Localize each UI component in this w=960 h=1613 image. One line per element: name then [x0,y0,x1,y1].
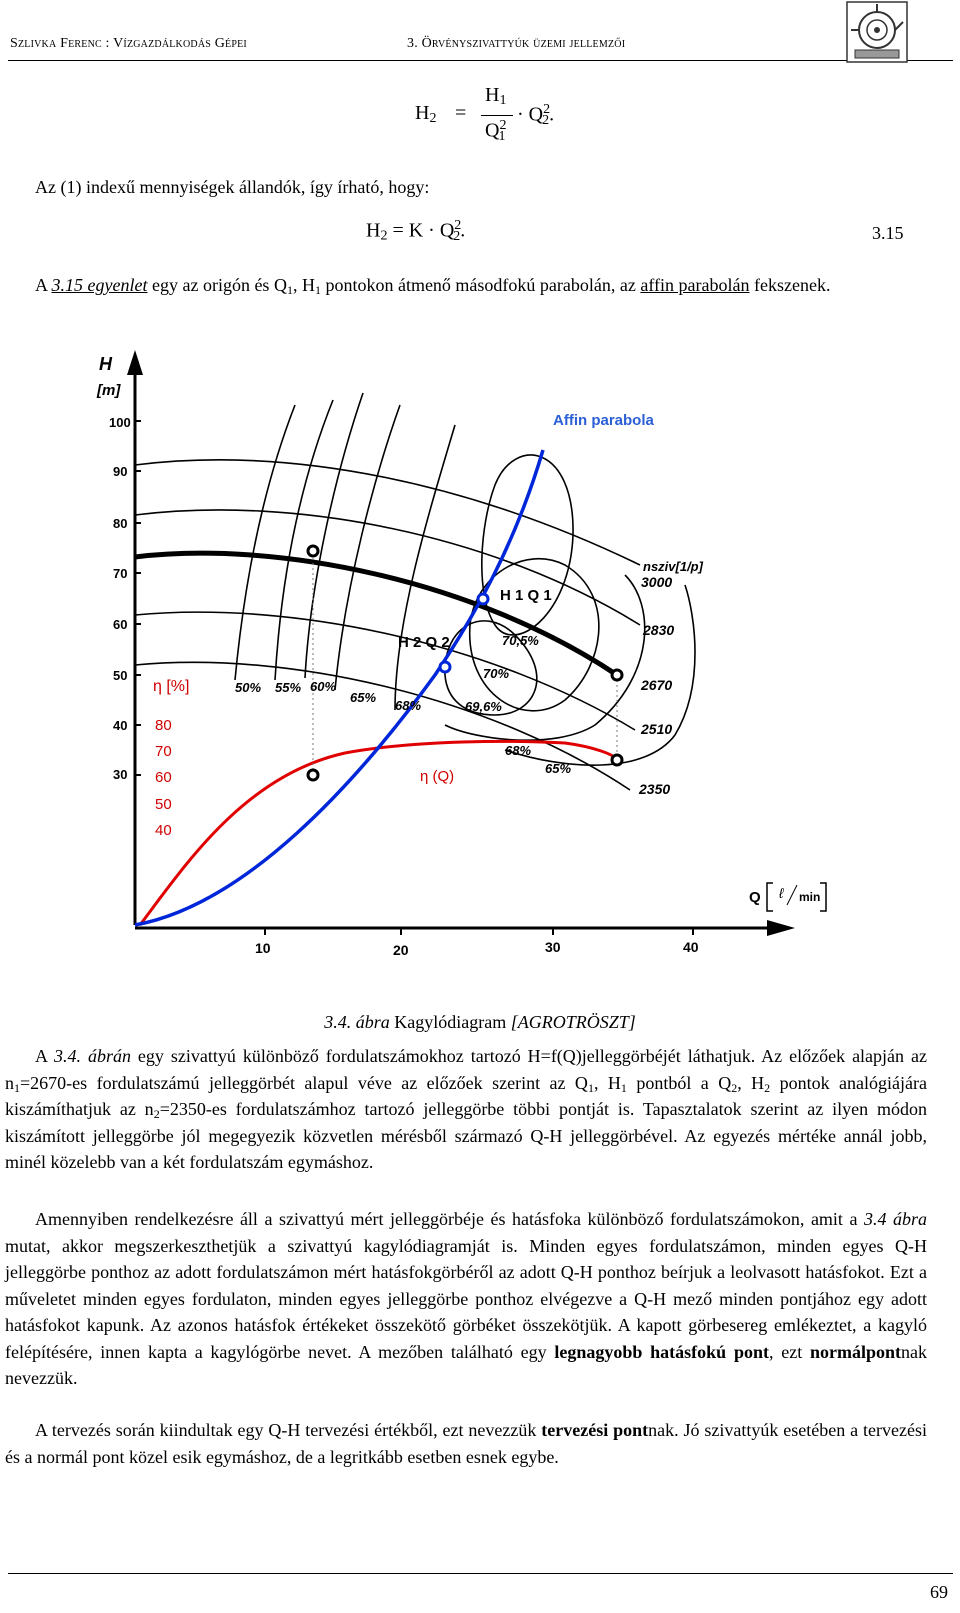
curve-2350 [134,661,631,791]
speed-label: 2830 [642,622,674,638]
x-tick: 30 [545,939,561,955]
affin-link[interactable]: affin parabolán [640,275,750,295]
equation-2: H2 = K · Q22. [366,218,466,244]
eff-label: 55% [275,680,301,695]
paragraph-affin: A 3.15 egyenlet egy az origón és Q1, H1 … [35,275,831,297]
y-tick: 50 [113,668,127,683]
figure-ref[interactable]: 3.4. ábrán [53,1046,131,1066]
curve-2510 [134,611,636,731]
point-2350-left [306,768,320,782]
eff-label: 60% [310,679,336,694]
contour-65-right [504,584,696,766]
eta-axis-label: η [%] [153,678,189,695]
y-tick: 40 [113,718,127,733]
y-tick: 90 [113,464,127,479]
equation-1: H2 = H1 Q21 · Q22. [415,84,555,144]
paragraph-2: A 3.4. ábrán egy szivattyú különböző for… [5,1046,928,1172]
contour-55 [274,399,334,681]
affin-label: Affin parabola [553,412,654,429]
point-2350-right [610,753,624,767]
eff-label: 50% [235,680,261,695]
y-axis-arrow [127,350,143,375]
svg-text:ℓ: ℓ [778,885,784,901]
speed-label: 2510 [640,721,672,737]
equation-link[interactable]: 3.15 egyenlet [51,275,148,295]
eff-label: 68% [395,698,421,713]
point-2670-left [306,544,320,558]
pump-logo-icon [846,1,908,63]
point-h1q1 [476,592,490,606]
eff-label: 70% [483,666,509,681]
eta-curve [138,739,619,926]
efficiency-contours [234,392,696,766]
header-rule [8,60,953,61]
eta-tick: 50 [155,796,172,813]
y-axis-label: H [99,354,113,374]
contour-60 [304,392,364,679]
eta-q-label: η (Q) [420,768,454,785]
svg-text:min: min [799,890,820,904]
eta-tick: 70 [155,743,172,760]
contour-70-5 [481,454,574,636]
footer-rule [8,1573,953,1574]
paragraph-3: Amennyiben rendelkezésre áll a szivattyú… [5,1209,927,1388]
speed-label: 3000 [641,574,672,590]
contour-50 [234,404,296,681]
point-h2q2 [438,660,452,674]
y-tick: 100 [109,415,131,430]
x-tick: 10 [255,940,271,956]
eta-tick: 80 [155,717,172,734]
y-ticks: 100 90 80 70 60 50 40 30 [109,415,131,782]
eta-tick: 40 [155,822,172,839]
contour-65 [334,404,401,691]
y-axis-unit: [m] [96,382,121,399]
eff-label: 69,6% [465,699,502,714]
eff-label: 65% [545,761,571,776]
curve-2350-highlight [313,763,490,775]
contour-70 [469,557,600,712]
speed-label: 2670 [640,677,672,693]
header-left: Szlivka Ferenc : Vízgazdálkodás Gépei [10,36,247,51]
h2q2-label: H 2 Q 2 [398,634,450,651]
speed-label: 2350 [638,781,670,797]
eta-ticks: 80 70 60 50 40 [155,717,172,839]
paragraph-4: A tervezés során kiindultak egy Q-H terv… [5,1420,927,1467]
header-right: 3. Örvényszivattyúk üzemi jellemzői [407,36,626,51]
speed-labels: 3000 2830 2670 2510 2350 [638,574,674,797]
points [306,544,624,782]
eff-label: 70,5% [502,633,539,648]
point-2670-right [610,668,624,682]
page-number: 69 [930,1582,948,1602]
affin-parabola [134,449,545,927]
x-tick: 40 [683,939,699,955]
contour-68-right [444,574,646,741]
equation-number: 3.15 [872,223,904,243]
y-tick: 30 [113,767,127,782]
efficiency-labels: 50% 55% 60% 65% 68% 70,5% 70% 69,6% 68% … [235,633,571,776]
x-axis-unit: ℓ min [766,882,827,912]
y-tick: 60 [113,617,127,632]
curve-2670 [134,550,619,678]
x-tick: 20 [393,942,409,958]
shell-diagram: H [m] 100 90 80 70 60 50 40 30 η [%] 80 … [96,350,827,958]
hq-curves [134,459,641,791]
y-tick: 80 [113,516,127,531]
curve-2830 [134,509,641,626]
x-axis-label: Q [749,889,761,906]
figure-ref-2[interactable]: 3.4 ábra [863,1209,927,1229]
eta-tick: 60 [155,769,172,786]
eff-label: 68% [505,743,531,758]
x-ticks: 10 20 30 40 [255,939,699,958]
x-axis-arrow [767,920,795,936]
intro-text: Az (1) indexű mennyiségek állandók, így … [35,177,430,197]
figure-caption: 3.4. ábra Kagylódiagram [AGROTRÖSZT] [324,1012,636,1032]
speed-header: nsziv[1/p] [643,559,704,574]
eff-label: 65% [350,690,376,705]
y-tick: 70 [113,566,127,581]
contour-68 [394,424,456,711]
curve-3000 [134,459,641,566]
h1q1-label: H 1 Q 1 [500,587,552,604]
